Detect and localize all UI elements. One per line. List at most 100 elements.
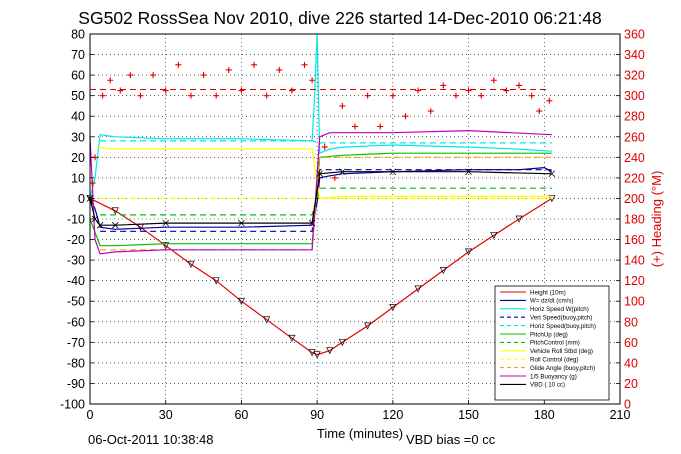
y-tick-label: -40 <box>67 274 85 288</box>
x-tick-label: 30 <box>159 408 173 422</box>
y-right-tick-label: 260 <box>624 130 645 144</box>
x-tick-label: 60 <box>234 408 248 422</box>
legend-label: Height (10m) <box>530 289 566 296</box>
legend-label: Horiz Speed W(pitch) <box>530 306 589 313</box>
heading-point <box>321 144 328 151</box>
legend-label: VBD ( 10 cc) <box>530 382 565 389</box>
heading-point <box>516 82 523 89</box>
height-marker <box>313 351 321 359</box>
heading-point <box>528 92 535 99</box>
x-axis: 0 30 60 90 120 150 180 210 <box>87 400 630 422</box>
legend-label: PitchUp (deg) <box>530 331 568 338</box>
vbd-marker <box>308 219 316 227</box>
height-marker <box>111 207 119 215</box>
series-line-w <box>89 166 553 230</box>
height-marker <box>364 322 372 330</box>
series-line-roll <box>97 146 552 200</box>
footer-timestamp: 06-Oct-2011 10:38:48 <box>88 432 214 447</box>
heading-point <box>546 97 553 104</box>
heading-point <box>452 92 459 99</box>
series-line-hspeed <box>89 33 552 199</box>
legend-label: Glide Angle (buoy,pitch) <box>530 365 595 372</box>
heading-point <box>251 61 258 68</box>
vbd-marker <box>238 219 245 227</box>
vbd-marker <box>548 170 556 178</box>
y-right-tick-label: 200 <box>624 192 645 206</box>
y-right-tick-label: 280 <box>624 110 645 124</box>
y-right-tick-label: 320 <box>624 69 645 83</box>
legend-label: Vert Speed(buoy,pitch) <box>530 315 592 322</box>
height-marker <box>465 248 473 256</box>
height-marker <box>263 316 271 324</box>
y-right-tick-label: 100 <box>624 295 645 309</box>
heading-point <box>127 72 134 79</box>
legend-label: 1/5 Buoyancy (g) <box>530 373 577 380</box>
heading-point <box>225 66 232 73</box>
heading-point <box>137 92 144 99</box>
y-right-tick-label: 80 <box>624 315 638 329</box>
heading-point <box>89 180 96 187</box>
vbd-marker <box>111 221 119 229</box>
heading-point <box>389 92 396 99</box>
y-tick-label: 10 <box>71 171 85 185</box>
vbd-marker <box>162 219 169 227</box>
series-line-hspeed-dashed <box>100 140 552 144</box>
legend-label: PitchControl (mm) <box>530 340 580 347</box>
y-right-tick-label: 60 <box>624 336 638 350</box>
heading-point <box>301 61 308 68</box>
y-tick-label: -10 <box>67 213 85 227</box>
y-tick-label: -60 <box>67 315 85 329</box>
heading-point <box>427 108 434 115</box>
heading-point <box>288 87 295 94</box>
heading-point <box>150 72 157 79</box>
y-right-tick-label: 160 <box>624 233 645 247</box>
y-right-tick-label: 140 <box>624 254 645 268</box>
y-tick-label: -90 <box>67 377 85 391</box>
heading-point <box>107 77 114 84</box>
heading-point <box>536 108 543 115</box>
y-tick-label: -70 <box>67 336 85 350</box>
y-tick-label: 80 <box>71 28 85 42</box>
heading-point <box>162 87 169 94</box>
heading-point <box>263 92 270 99</box>
y-tick-label: 70 <box>71 48 85 62</box>
y-right-tick-label: 340 <box>624 48 645 62</box>
y-tick-label: 50 <box>71 89 85 103</box>
heading-point <box>213 92 220 99</box>
legend: Height (10m) W= dz/dt (cm/s)Horiz Speed W… <box>494 285 610 401</box>
x-axis-label: Time (minutes) <box>317 426 403 441</box>
heading-point <box>503 87 510 94</box>
heading-point <box>175 61 182 68</box>
height-marker <box>515 215 523 223</box>
y-tick-label: -20 <box>67 233 85 247</box>
y-right-tick-label: 40 <box>624 356 638 370</box>
right-axis: 3603403203002802602402202001801601401201… <box>616 28 645 412</box>
y-right-tick-label: 360 <box>624 28 645 42</box>
vbd-marker <box>91 215 99 223</box>
x-tick-label: 90 <box>310 408 324 422</box>
height-marker <box>414 285 422 293</box>
legend-label: Vehicle Roll Stbd (deg) <box>530 348 593 355</box>
legend-box <box>494 285 610 401</box>
y-right-tick-label: 180 <box>624 213 645 227</box>
y-right-tick-label: 300 <box>624 89 645 103</box>
height-marker <box>162 242 170 250</box>
x-tick-label: 0 <box>87 408 94 422</box>
heading-point <box>377 123 384 130</box>
heading-point <box>339 102 346 109</box>
left-axis: 80 70 60 50 40 30 20 10 0 -10 -20 -30 -40 -50 -60 -70 -8… <box>60 28 94 412</box>
heading-point <box>402 113 409 120</box>
vbd-marker <box>96 221 104 229</box>
y-tick-label: -100 <box>60 398 85 412</box>
heading-point <box>200 72 207 79</box>
height-marker <box>308 349 316 357</box>
legend-label: W= dz/dt (cm/s) <box>530 298 574 305</box>
legend-label: Roll Control (deg) <box>530 357 579 364</box>
heading-point <box>352 123 358 130</box>
x-tick-label: 120 <box>382 408 403 422</box>
series-line-buoy <box>89 129 552 255</box>
heading-point <box>490 77 497 84</box>
heading-point <box>117 87 124 94</box>
heading-series <box>89 61 553 187</box>
